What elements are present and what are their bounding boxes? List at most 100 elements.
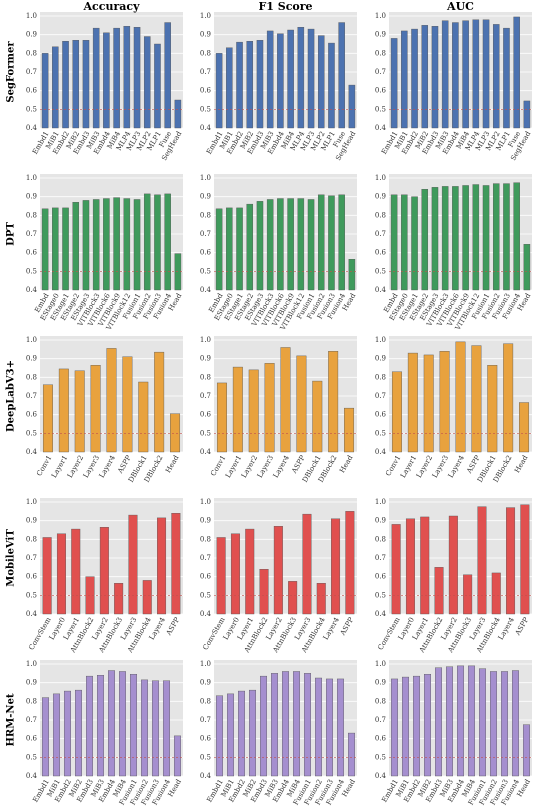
bar — [338, 194, 345, 291]
bar — [174, 253, 182, 291]
y-tick-label: 0.9 — [26, 355, 37, 363]
row-label: HRM-Net — [6, 693, 17, 746]
bar — [42, 537, 52, 615]
bar — [256, 201, 264, 291]
bar — [118, 671, 126, 777]
bar — [143, 193, 151, 291]
y-tick-label: 0.6 — [375, 411, 387, 419]
y-tick-label: 0.9 — [26, 193, 37, 201]
y-tick-label: 0.4 — [200, 124, 212, 132]
y-tick-label: 0.7 — [200, 68, 211, 76]
bar — [344, 407, 355, 453]
bar — [331, 518, 341, 615]
bar — [266, 30, 274, 129]
bar — [216, 537, 226, 615]
y-tick-label: 0.6 — [26, 249, 38, 257]
bar — [312, 380, 323, 453]
bar — [113, 197, 120, 291]
y-tick-label: 0.5 — [375, 753, 386, 761]
y-tick-label: 0.7 — [26, 392, 37, 400]
bar — [92, 199, 100, 291]
bar — [72, 202, 80, 291]
y-tick-label: 0.5 — [200, 591, 211, 599]
x-tick-label: Layer4 — [98, 454, 118, 480]
y-tick-label: 0.9 — [26, 517, 37, 525]
bar — [482, 185, 490, 291]
y-tick-label: 0.7 — [26, 716, 37, 724]
bar — [236, 41, 243, 129]
bar — [468, 665, 476, 777]
bar — [260, 675, 268, 777]
bar — [402, 676, 410, 777]
y-tick-label: 0.8 — [26, 49, 37, 57]
bar — [523, 244, 531, 291]
bar — [52, 46, 59, 129]
y-tick-label: 0.4 — [375, 286, 387, 294]
y-tick-label: 0.8 — [26, 211, 37, 219]
y-tick-label: 0.6 — [200, 87, 212, 95]
y-tick-label: 0.6 — [375, 249, 387, 257]
bar — [143, 36, 151, 129]
bar — [513, 16, 520, 129]
bar — [448, 515, 458, 615]
bar — [411, 28, 418, 129]
y-tick-label: 0.7 — [200, 716, 211, 724]
bar — [401, 30, 408, 129]
bar — [304, 673, 312, 777]
bar — [162, 680, 170, 777]
bar — [439, 351, 450, 453]
bar — [41, 208, 49, 291]
y-tick-label: 0.4 — [26, 124, 38, 132]
column-title: AUC — [446, 0, 474, 13]
y-tick-label: 0.7 — [375, 392, 386, 400]
bar — [487, 365, 498, 453]
y-tick-label: 0.8 — [26, 373, 37, 381]
bar — [215, 208, 223, 291]
bar — [154, 351, 165, 453]
y-tick-label: 0.9 — [375, 193, 386, 201]
y-tick-label: 0.8 — [375, 373, 386, 381]
y-tick-label: 0.5 — [200, 753, 211, 761]
y-tick-label: 0.8 — [26, 535, 37, 543]
y-tick-label: 0.6 — [375, 573, 387, 581]
bar — [431, 26, 439, 129]
y-tick-label: 1.0 — [200, 12, 211, 20]
bar — [164, 22, 171, 129]
bar — [503, 343, 514, 453]
bar — [133, 27, 141, 129]
y-tick-label: 0.8 — [375, 211, 386, 219]
plot-background — [214, 174, 357, 290]
bar — [441, 20, 449, 129]
bar — [390, 38, 398, 129]
y-tick-label: 1.0 — [200, 660, 211, 668]
bar — [246, 203, 254, 291]
bar — [259, 569, 269, 615]
bar — [62, 207, 69, 291]
bar — [472, 19, 480, 129]
bar — [248, 689, 256, 777]
row-label: DeepLabV3+ — [6, 360, 17, 432]
bar — [42, 384, 53, 453]
bar — [411, 196, 418, 291]
bar — [431, 187, 439, 291]
bar — [348, 732, 356, 777]
bar — [520, 504, 530, 615]
bar — [328, 42, 335, 129]
y-tick-label: 0.4 — [375, 610, 387, 618]
bar — [266, 199, 274, 291]
bar — [277, 198, 284, 291]
bar — [471, 345, 482, 453]
bar — [462, 185, 469, 291]
bar — [280, 347, 291, 453]
bar — [328, 351, 339, 453]
y-tick-label: 1.0 — [375, 498, 386, 506]
y-tick-label: 0.7 — [375, 716, 386, 724]
bar — [287, 198, 294, 291]
y-tick-label: 0.7 — [375, 68, 386, 76]
bar — [293, 671, 301, 777]
y-tick-label: 0.9 — [375, 31, 386, 39]
bar — [245, 528, 255, 615]
bar — [326, 678, 334, 777]
y-tick-label: 0.6 — [375, 87, 387, 95]
